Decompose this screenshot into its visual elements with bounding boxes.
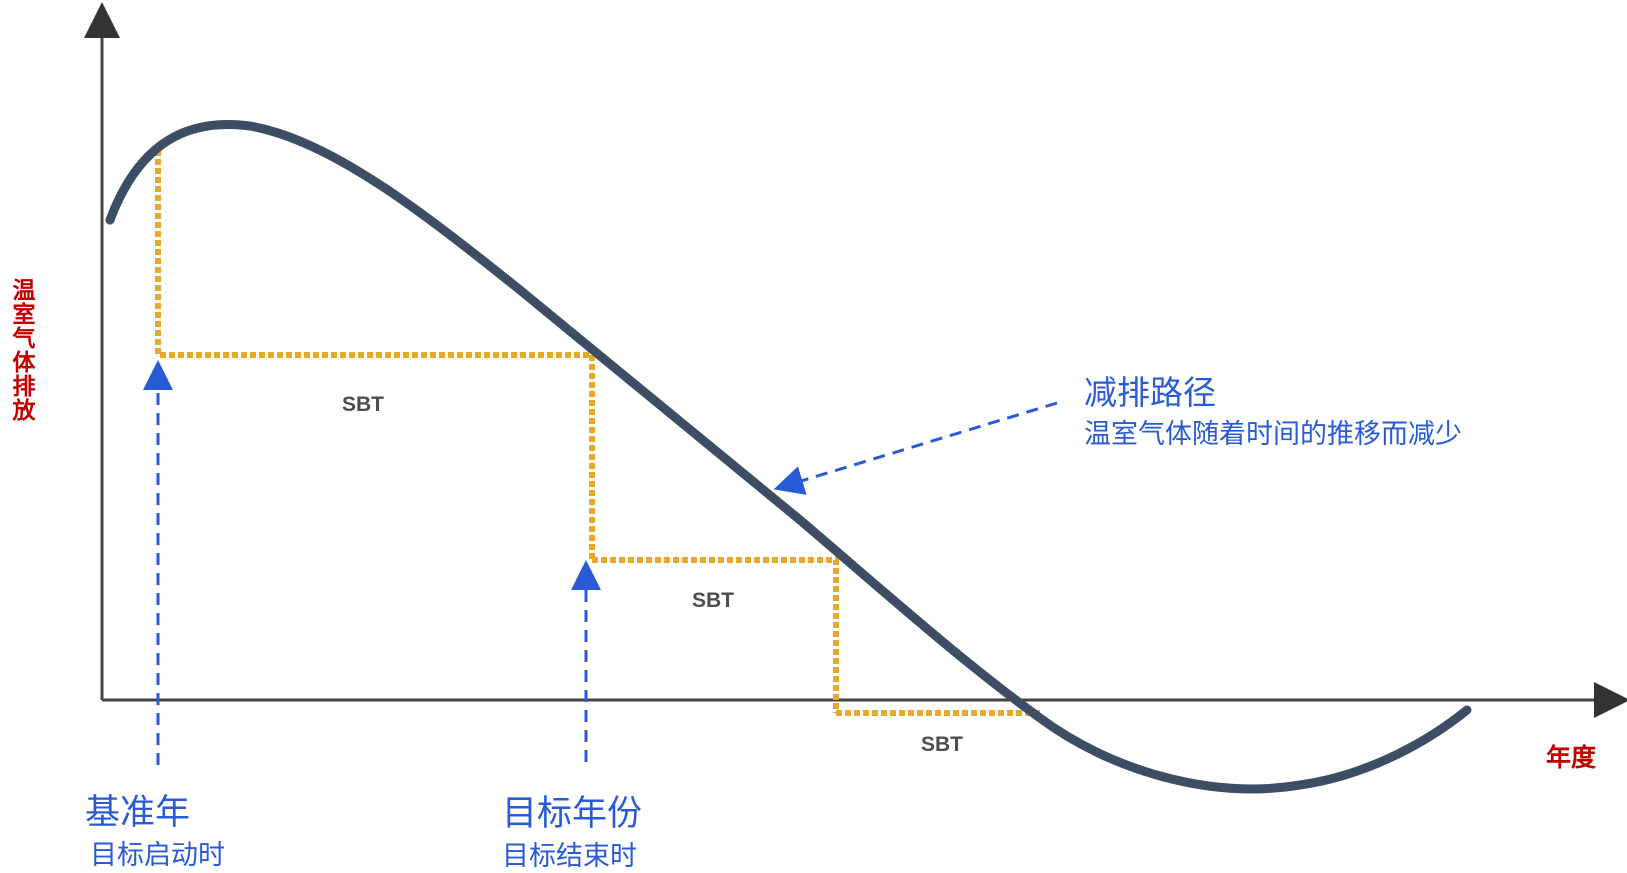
sbt-label-2: SBT <box>692 589 734 612</box>
target-year-title: 目标年份 <box>502 794 643 834</box>
sbt-step-1 <box>155 150 595 560</box>
base-year-title: 基准年 <box>85 793 191 833</box>
sbt-step-2 <box>592 557 839 713</box>
sbt-label-3: SBT <box>921 733 963 756</box>
y-axis-label: 温室气体排放 <box>8 278 34 422</box>
sbt-target-steps <box>155 150 1042 716</box>
sbt-label-1: SBT <box>342 393 384 416</box>
base-year-description: 目标启动时 <box>90 840 225 871</box>
pathway-title: 减排路径 <box>1084 373 1216 412</box>
target-year-description: 目标结束时 <box>502 841 637 872</box>
pathway-arrow <box>773 401 1058 495</box>
emission-pathway-curve <box>105 119 1472 794</box>
pathway-description: 温室气体随着时间的推移而减少 <box>1084 419 1462 450</box>
x-axis-label: 年度 <box>1546 743 1597 772</box>
